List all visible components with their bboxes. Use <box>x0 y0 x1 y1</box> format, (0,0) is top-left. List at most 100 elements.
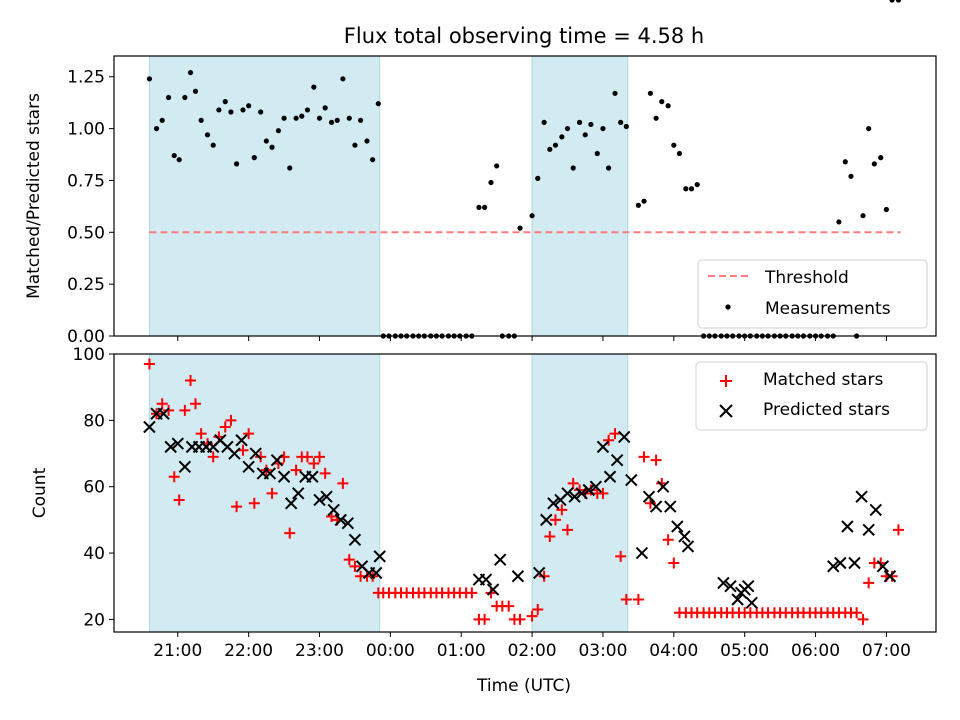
measurement-point <box>653 115 659 121</box>
measurement-point <box>299 113 305 119</box>
predicted-star-point <box>242 460 255 473</box>
measurement-point <box>222 99 228 105</box>
bottom-y-tick-label: 40 <box>83 544 105 564</box>
matched-star-point <box>620 593 632 605</box>
predicted-legend-swatch <box>719 404 733 418</box>
measurement-point <box>842 159 848 165</box>
measurement-point <box>370 157 376 163</box>
measurement-point <box>871 161 877 167</box>
predicted-star-point <box>178 460 192 473</box>
measurement-point <box>895 0 902 3</box>
matched-star-point <box>248 497 260 509</box>
predicted-star-point <box>681 540 695 553</box>
top-y-ticks: 0.00 0.25 0.50 0.75 1.00 1.25 <box>67 68 114 347</box>
matched-star-point <box>337 477 349 489</box>
matched-star-point <box>532 603 544 615</box>
predicted-star-point <box>883 570 897 583</box>
matched-star-point <box>615 550 627 562</box>
measurement-point <box>535 175 541 181</box>
measurement-point <box>198 117 204 123</box>
measurement-point <box>547 146 553 152</box>
matched-star-point <box>609 428 621 440</box>
matched-star-point <box>549 514 561 526</box>
measurement-point <box>187 69 194 76</box>
predicted-star-point <box>742 580 755 593</box>
matched-star-point <box>556 504 568 516</box>
predicted-star-point <box>617 430 631 444</box>
measurement-point <box>204 132 211 138</box>
measurement-point <box>860 213 866 219</box>
predicted-star-point <box>635 546 649 560</box>
predicted-star-point <box>143 420 156 434</box>
predicted-star-point <box>348 533 362 546</box>
x-tick-label: 05:00 <box>720 641 769 661</box>
predicted-star-point <box>292 487 305 500</box>
x-tick-label: 06:00 <box>791 641 840 661</box>
top-legend-box <box>697 259 928 329</box>
predicted-star-point <box>678 530 691 543</box>
matched-star-point <box>567 477 579 489</box>
measurement-point <box>346 115 352 121</box>
top-y-tick-label: 0.75 <box>67 171 105 191</box>
top-shaded-intervals <box>148 55 629 337</box>
ratio-panel: 0.00 0.25 0.50 0.75 1.00 1.25 Matched/Predict… <box>24 0 937 347</box>
top-y-tick-label: 1.25 <box>67 68 105 88</box>
predicted-star-point <box>235 434 248 447</box>
predicted-star-point <box>157 407 170 420</box>
matched-star-point <box>632 593 644 605</box>
measurement-point <box>210 142 216 148</box>
measurement-point <box>694 181 700 188</box>
bottom-y-axis-label: Count <box>30 467 50 518</box>
matched-star-point <box>349 560 361 572</box>
measurement-point <box>364 138 370 144</box>
measurement-point <box>647 90 654 96</box>
measurement-point <box>153 125 160 132</box>
measurement-point <box>311 84 317 90</box>
matched-legend-swatch <box>720 375 732 387</box>
predicted-star-point <box>369 566 383 580</box>
predicted-star-point <box>862 523 875 537</box>
predicted-star-point <box>284 497 298 510</box>
predicted-star-point <box>664 500 677 513</box>
predicted-star-point <box>277 470 291 483</box>
measurement-point <box>246 103 252 109</box>
bottom-axes-frame <box>113 353 937 633</box>
matched-star-point <box>163 404 175 416</box>
chart-title: Flux total observing time = 4.58 h <box>344 24 704 48</box>
bottom-y-tick-label: 80 <box>83 411 105 431</box>
matched-star-point <box>668 557 680 569</box>
predicted-star-point <box>334 513 347 527</box>
predicted-star-point <box>249 447 262 460</box>
measurement-point <box>641 198 647 204</box>
predicted-star-point <box>561 487 574 500</box>
matched-star-point <box>662 534 674 546</box>
matched-star-point <box>301 451 313 463</box>
bottom-y-tick-label: 20 <box>83 610 105 630</box>
measurement-point <box>671 142 677 148</box>
measurement-point <box>287 165 293 171</box>
bottom-shaded-intervals <box>148 353 629 633</box>
matched-star-point <box>503 600 515 612</box>
predicted-star-point <box>731 593 744 606</box>
measurement-point <box>482 204 488 211</box>
measurement-point <box>665 103 671 109</box>
x-tick-label: 07:00 <box>862 641 911 661</box>
top-y-tick-label: 0.00 <box>67 327 105 347</box>
matched-star-point <box>231 501 243 513</box>
x-tick-label: 22:00 <box>224 641 273 661</box>
measurement-point <box>375 101 381 107</box>
threshold-legend-label: Threshold <box>764 268 849 288</box>
measurement-point <box>159 117 165 123</box>
measurement-point <box>216 107 222 113</box>
measurement-point <box>889 0 895 3</box>
matched-star-point <box>308 457 320 469</box>
matched-star-point <box>892 524 904 536</box>
measurement-point <box>836 219 842 225</box>
measurement-point <box>878 155 884 161</box>
x-tick-label: 02:00 <box>508 641 557 661</box>
matched-star-point <box>544 530 556 542</box>
bottom-legend-box <box>695 361 928 431</box>
measurement-point <box>275 128 281 134</box>
matched-star-point <box>255 451 267 463</box>
